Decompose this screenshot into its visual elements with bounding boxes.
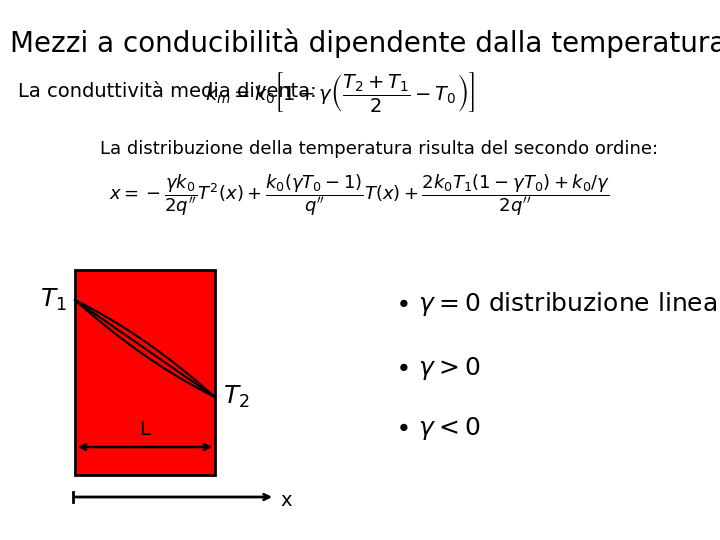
Text: Mezzi a conducibilità dipendente dalla temperatura 5/5: Mezzi a conducibilità dipendente dalla t… [10, 28, 720, 57]
Text: $\bullet\ \gamma < 0$: $\bullet\ \gamma < 0$ [395, 415, 480, 442]
Text: $k_m = k_0\left[1+\gamma\left(\dfrac{T_2+T_1}{2}-T_0\right)\right]$: $k_m = k_0\left[1+\gamma\left(\dfrac{T_2… [205, 70, 475, 114]
Text: L: L [140, 420, 150, 439]
Text: La distribuzione della temperatura risulta del secondo ordine:: La distribuzione della temperatura risul… [100, 140, 658, 158]
Text: x: x [280, 491, 292, 510]
Text: La conduttività media diventa:: La conduttività media diventa: [18, 82, 317, 101]
Text: $T_2$: $T_2$ [223, 384, 250, 410]
Text: $\bullet\ \gamma > 0$: $\bullet\ \gamma > 0$ [395, 355, 480, 382]
Text: $\bullet\ \gamma = 0$ distribuzione lineare: $\bullet\ \gamma = 0$ distribuzione line… [395, 290, 720, 318]
Bar [75, 270, 215, 475]
Text: $x = -\dfrac{\gamma k_0}{2q''}T^2(x)+\dfrac{k_0(\gamma T_0-1)}{q''}T(x)+\dfrac{2: $x = -\dfrac{\gamma k_0}{2q''}T^2(x)+\df… [109, 172, 611, 218]
Text: $T_1$: $T_1$ [40, 287, 67, 313]
